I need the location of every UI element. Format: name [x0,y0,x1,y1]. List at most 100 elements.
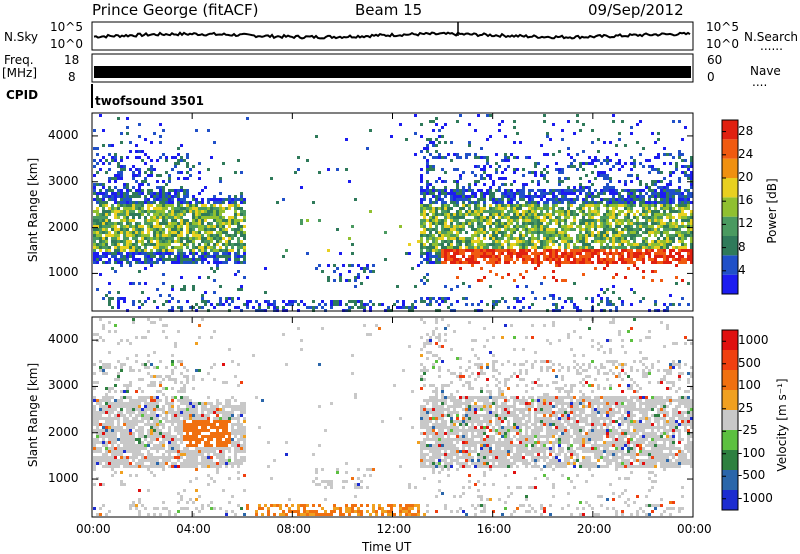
heatmap-cell [102,441,105,444]
heatmap-cell [120,174,123,177]
heatmap-cell [138,441,141,444]
heatmap-cell [165,450,168,453]
heatmap-cell [120,390,123,393]
heatmap-cell [135,150,138,153]
heatmap-cell [654,192,657,195]
heatmap-cell [123,459,126,462]
heatmap-cell [468,225,471,228]
heatmap-cell [105,387,108,390]
heatmap-cell [564,219,567,222]
heatmap-cell [114,177,117,180]
heatmap-cell [132,243,135,246]
heatmap-cell [156,180,159,183]
heatmap-cell [552,219,555,222]
heatmap-cell [489,225,492,228]
heatmap-cell [186,192,189,195]
heatmap-cell [495,237,498,240]
heatmap-cell [225,465,228,468]
heatmap-cell [351,225,354,228]
heatmap-cell [204,426,207,429]
heatmap-cell [138,234,141,237]
heatmap-cell [159,135,162,138]
heatmap-cell [447,234,450,237]
heatmap-cell [642,246,645,249]
heatmap-cell [633,243,636,246]
heatmap-cell [657,210,660,213]
heatmap-cell [471,303,474,306]
heatmap-cell [183,396,186,399]
heatmap-cell [144,405,147,408]
heatmap-cell [183,435,186,438]
heatmap-cell [429,168,432,171]
heatmap-cell [435,261,438,264]
heatmap-cell [540,222,543,225]
heatmap-cell [201,225,204,228]
heatmap-cell [117,426,120,429]
heatmap-cell [114,453,117,456]
heatmap-cell [111,306,114,309]
heatmap-cell [150,402,153,405]
heatmap-cell [567,198,570,201]
heatmap-cell [489,198,492,201]
heatmap-cell [420,213,423,216]
heatmap-cell [102,396,105,399]
heatmap-cell [531,231,534,234]
heatmap-cell [159,390,162,393]
heatmap-cell [162,216,165,219]
heatmap-cell [594,210,597,213]
heatmap-cell [138,399,141,402]
heatmap-cell [153,210,156,213]
heatmap-cell [165,201,168,204]
heatmap-cell [645,246,648,249]
heatmap-cell [573,219,576,222]
heatmap-cell [444,192,447,195]
heatmap-cell [126,438,129,441]
heatmap-cell [567,243,570,246]
heatmap-cell [354,303,357,306]
heatmap-cell [597,150,600,153]
heatmap-cell [573,228,576,231]
heatmap-cell [651,231,654,234]
heatmap-cell [111,234,114,237]
heatmap-cell [171,240,174,243]
heatmap-cell [468,261,471,264]
heatmap-cell [615,228,618,231]
heatmap-cell [225,261,228,264]
heatmap-cell [471,213,474,216]
heatmap-cell [465,231,468,234]
heatmap-cell [156,219,159,222]
heatmap-cell [222,426,225,429]
heatmap-cell [444,261,447,264]
heatmap-cell [468,183,471,186]
heatmap-cell [474,183,477,186]
heatmap-cell [528,240,531,243]
heatmap-cell [96,288,99,291]
heatmap-cell [96,411,99,414]
heatmap-cell [663,189,666,192]
heatmap-cell [630,162,633,165]
heatmap-cell [432,120,435,123]
heatmap-cell [444,204,447,207]
heatmap-cell [420,207,423,210]
velocity-cells [93,318,693,516]
heatmap-cell [504,225,507,228]
heatmap-cell [642,270,645,273]
heatmap-cell [192,453,195,456]
heatmap-cell [675,162,678,165]
heatmap-cell [93,483,96,486]
heatmap-cell [156,237,159,240]
heatmap-cell [114,270,117,273]
heatmap-cell [228,252,231,255]
heatmap-cell [126,444,129,447]
heatmap-cell [138,195,141,198]
heatmap-cell [429,120,432,123]
heatmap-cell [171,249,174,252]
heatmap-cell [591,231,594,234]
heatmap-cell [180,498,183,501]
heatmap-cell [231,204,234,207]
heatmap-cell [165,438,168,441]
heatmap-cell [513,195,516,198]
heatmap-cell [195,210,198,213]
heatmap-cell [528,210,531,213]
heatmap-cell [456,216,459,219]
